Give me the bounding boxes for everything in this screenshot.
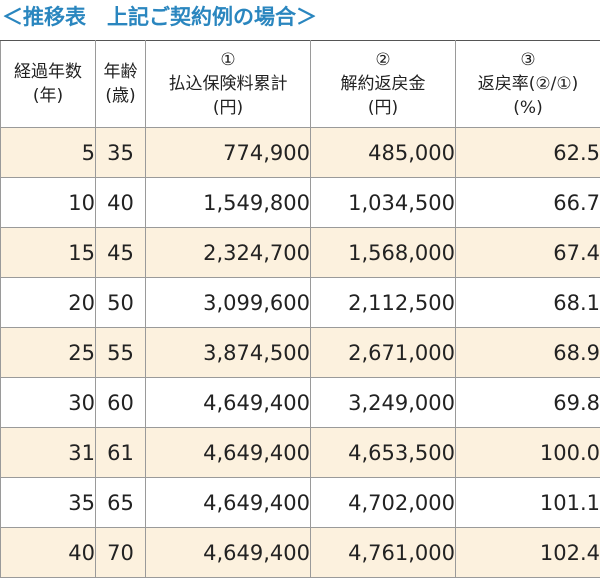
cell-elapsed-years: 15 [1, 228, 96, 278]
transition-table: 経過年数 (年) 年齢 (歳) ① 払込保険料累計 (円) ② 解約返戻金 (円… [0, 40, 600, 578]
cell-elapsed-years: 35 [1, 478, 96, 528]
cell-surrender-value: 3,249,000 [311, 378, 456, 428]
header-premium-total-marker: ① [146, 48, 310, 72]
table-row: 35 65 4,649,400 4,702,000 101.1 [1, 478, 600, 528]
cell-age: 60 [96, 378, 146, 428]
cell-surrender-value: 485,000 [311, 128, 456, 178]
header-premium-total-unit: (円) [146, 96, 310, 120]
header-refund-rate-marker: ③ [456, 48, 600, 72]
cell-refund-rate: 68.9 [456, 328, 600, 378]
header-age-unit: (歳) [96, 84, 145, 108]
cell-surrender-value: 4,761,000 [311, 528, 456, 578]
cell-refund-rate: 68.1 [456, 278, 600, 328]
cell-age: 65 [96, 478, 146, 528]
header-surrender-value-label: 解約返戻金 [311, 72, 455, 96]
cell-elapsed-years: 5 [1, 128, 96, 178]
header-refund-rate-label: 返戻率(②/①) [456, 72, 600, 96]
cell-elapsed-years: 31 [1, 428, 96, 478]
table-row: 25 55 3,874,500 2,671,000 68.9 [1, 328, 600, 378]
page-title: ＜推移表 上記ご契約例の場合＞ [2, 2, 317, 32]
cell-age: 40 [96, 178, 146, 228]
cell-premium-total: 2,324,700 [146, 228, 311, 278]
cell-elapsed-years: 10 [1, 178, 96, 228]
cell-premium-total: 3,874,500 [146, 328, 311, 378]
cell-refund-rate: 101.1 [456, 478, 600, 528]
cell-premium-total: 4,649,400 [146, 478, 311, 528]
header-premium-total-label: 払込保険料累計 [146, 72, 310, 96]
cell-elapsed-years: 40 [1, 528, 96, 578]
table-header-row: 経過年数 (年) 年齢 (歳) ① 払込保険料累計 (円) ② 解約返戻金 (円… [1, 41, 600, 128]
cell-age: 61 [96, 428, 146, 478]
table-row: 15 45 2,324,700 1,568,000 67.4 [1, 228, 600, 278]
header-elapsed-years: 経過年数 (年) [1, 41, 96, 128]
cell-refund-rate: 62.5 [456, 128, 600, 178]
header-age: 年齢 (歳) [96, 41, 146, 128]
cell-age: 70 [96, 528, 146, 578]
cell-age: 50 [96, 278, 146, 328]
cell-refund-rate: 102.4 [456, 528, 600, 578]
cell-surrender-value: 1,568,000 [311, 228, 456, 278]
cell-refund-rate: 100.0 [456, 428, 600, 478]
cell-age: 55 [96, 328, 146, 378]
cell-premium-total: 1,549,800 [146, 178, 311, 228]
table-row: 30 60 4,649,400 3,249,000 69.8 [1, 378, 600, 428]
cell-premium-total: 4,649,400 [146, 528, 311, 578]
header-refund-rate-unit: (%) [456, 96, 600, 120]
cell-age: 45 [96, 228, 146, 278]
header-premium-total: ① 払込保険料累計 (円) [146, 41, 311, 128]
cell-surrender-value: 4,702,000 [311, 478, 456, 528]
table-row: 10 40 1,549,800 1,034,500 66.7 [1, 178, 600, 228]
table-row: 5 35 774,900 485,000 62.5 [1, 128, 600, 178]
cell-surrender-value: 2,112,500 [311, 278, 456, 328]
table-row: 20 50 3,099,600 2,112,500 68.1 [1, 278, 600, 328]
table-row: 40 70 4,649,400 4,761,000 102.4 [1, 528, 600, 578]
cell-surrender-value: 4,653,500 [311, 428, 456, 478]
cell-surrender-value: 2,671,000 [311, 328, 456, 378]
cell-premium-total: 4,649,400 [146, 378, 311, 428]
header-age-label: 年齢 [96, 60, 145, 84]
header-surrender-value-marker: ② [311, 48, 455, 72]
header-surrender-value-unit: (円) [311, 96, 455, 120]
cell-refund-rate: 67.4 [456, 228, 600, 278]
cell-elapsed-years: 30 [1, 378, 96, 428]
cell-surrender-value: 1,034,500 [311, 178, 456, 228]
cell-premium-total: 774,900 [146, 128, 311, 178]
table-row: 31 61 4,649,400 4,653,500 100.0 [1, 428, 600, 478]
header-surrender-value: ② 解約返戻金 (円) [311, 41, 456, 128]
cell-premium-total: 3,099,600 [146, 278, 311, 328]
cell-elapsed-years: 20 [1, 278, 96, 328]
cell-refund-rate: 66.7 [456, 178, 600, 228]
cell-refund-rate: 69.8 [456, 378, 600, 428]
cell-age: 35 [96, 128, 146, 178]
header-elapsed-years-unit: (年) [1, 84, 95, 108]
header-elapsed-years-label: 経過年数 [1, 60, 95, 84]
cell-elapsed-years: 25 [1, 328, 96, 378]
header-refund-rate: ③ 返戻率(②/①) (%) [456, 41, 600, 128]
cell-premium-total: 4,649,400 [146, 428, 311, 478]
